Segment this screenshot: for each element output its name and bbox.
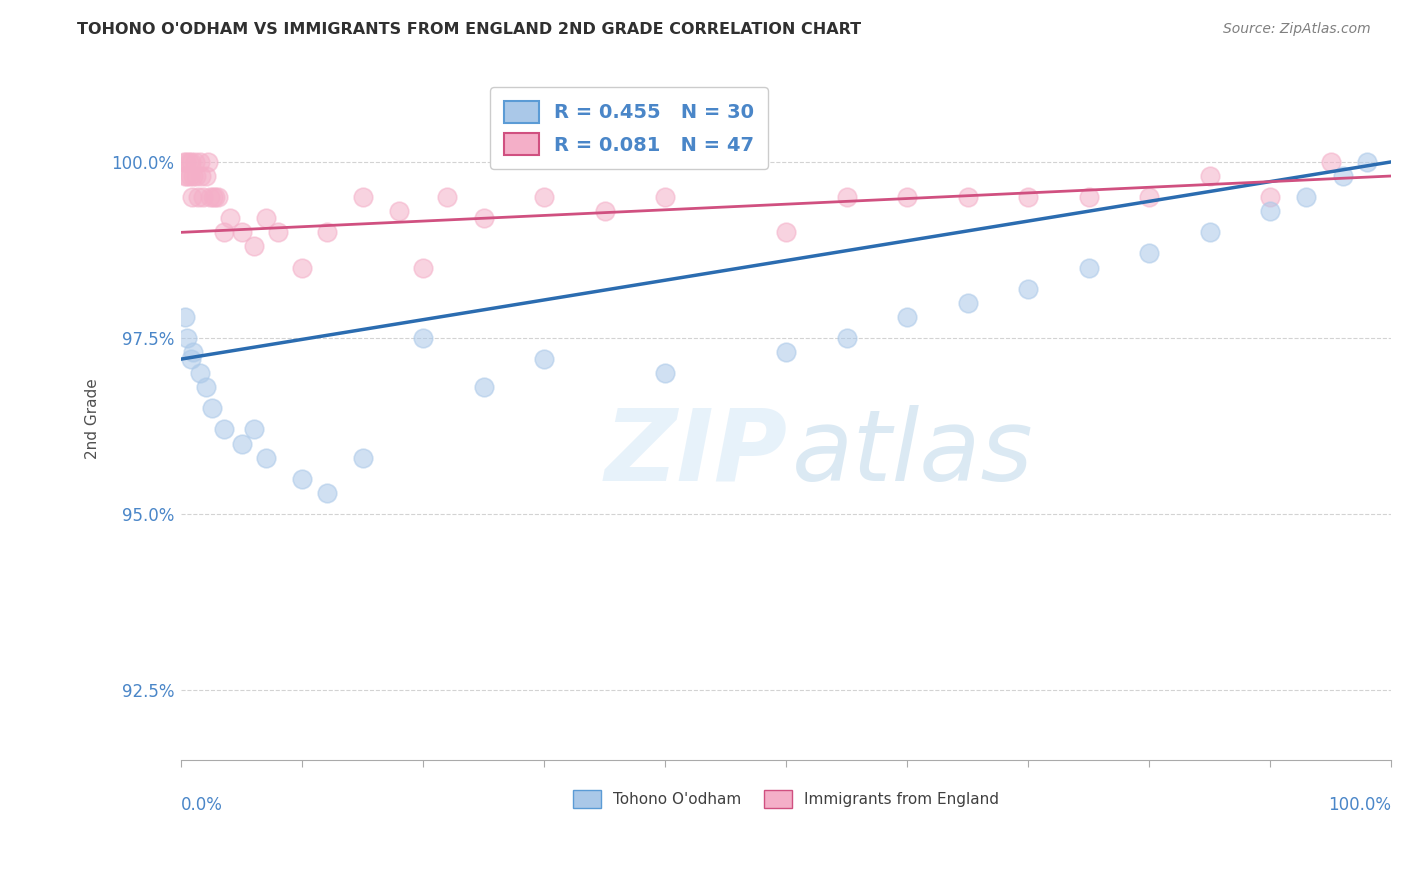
Point xyxy=(1331,169,1354,183)
Point xyxy=(194,380,217,394)
Point xyxy=(218,211,240,226)
Point xyxy=(183,155,205,169)
Point xyxy=(200,401,222,416)
Text: 100.0%: 100.0% xyxy=(1329,796,1391,814)
Point xyxy=(180,352,202,367)
Text: Source: ZipAtlas.com: Source: ZipAtlas.com xyxy=(1223,22,1371,37)
Text: atlas: atlas xyxy=(792,405,1033,501)
Point xyxy=(194,169,217,183)
Point xyxy=(254,211,277,226)
Point xyxy=(201,190,224,204)
Point xyxy=(1017,190,1039,204)
Point xyxy=(188,366,211,380)
Point xyxy=(207,190,229,204)
Point xyxy=(291,472,314,486)
Point xyxy=(472,380,495,394)
Point xyxy=(212,422,235,436)
Point xyxy=(593,204,616,219)
Point xyxy=(388,204,411,219)
Point xyxy=(533,352,555,367)
Point xyxy=(412,260,434,275)
Point xyxy=(181,190,204,204)
Point xyxy=(436,190,458,204)
Point xyxy=(1355,155,1378,169)
Point xyxy=(1319,155,1341,169)
Point xyxy=(254,450,277,465)
Point xyxy=(352,450,374,465)
Point xyxy=(204,190,226,204)
Point xyxy=(184,169,207,183)
Point xyxy=(1077,190,1099,204)
Point xyxy=(775,225,797,239)
Text: TOHONO O'ODHAM VS IMMIGRANTS FROM ENGLAND 2ND GRADE CORRELATION CHART: TOHONO O'ODHAM VS IMMIGRANTS FROM ENGLAN… xyxy=(77,22,862,37)
Point xyxy=(412,331,434,345)
Point xyxy=(1198,225,1220,239)
Point xyxy=(179,169,201,183)
Point xyxy=(1077,260,1099,275)
Point xyxy=(1258,190,1281,204)
Point xyxy=(176,331,198,345)
Text: ZIP: ZIP xyxy=(605,405,787,501)
Point xyxy=(191,190,214,204)
Point xyxy=(896,190,918,204)
Point xyxy=(180,155,202,169)
Point xyxy=(315,486,337,500)
Point xyxy=(173,155,195,169)
Point xyxy=(835,331,858,345)
Point xyxy=(183,345,205,359)
Point xyxy=(775,345,797,359)
Point xyxy=(177,155,200,169)
Point xyxy=(212,225,235,239)
Y-axis label: 2nd Grade: 2nd Grade xyxy=(86,378,100,459)
Point xyxy=(956,295,979,310)
Point xyxy=(243,422,266,436)
Point xyxy=(315,225,337,239)
Point xyxy=(654,190,676,204)
Point xyxy=(1198,169,1220,183)
Point xyxy=(1258,204,1281,219)
Point xyxy=(533,190,555,204)
Point xyxy=(1295,190,1317,204)
Point xyxy=(187,190,209,204)
Point xyxy=(190,169,212,183)
Point xyxy=(197,155,219,169)
Point xyxy=(654,366,676,380)
Point xyxy=(176,169,198,183)
Point xyxy=(1137,246,1160,260)
Point xyxy=(1017,282,1039,296)
Legend: Tohono O'odham, Immigrants from England: Tohono O'odham, Immigrants from England xyxy=(567,784,1005,814)
Point xyxy=(291,260,314,275)
Point xyxy=(896,310,918,324)
Point xyxy=(956,190,979,204)
Point xyxy=(231,225,253,239)
Point xyxy=(200,190,222,204)
Point xyxy=(352,190,374,204)
Point xyxy=(188,155,211,169)
Point xyxy=(1137,190,1160,204)
Point xyxy=(183,169,205,183)
Point xyxy=(174,310,197,324)
Point xyxy=(835,190,858,204)
Point xyxy=(231,436,253,450)
Point xyxy=(243,239,266,253)
Point xyxy=(174,155,197,169)
Text: 0.0%: 0.0% xyxy=(181,796,224,814)
Point xyxy=(472,211,495,226)
Point xyxy=(174,169,197,183)
Point xyxy=(267,225,290,239)
